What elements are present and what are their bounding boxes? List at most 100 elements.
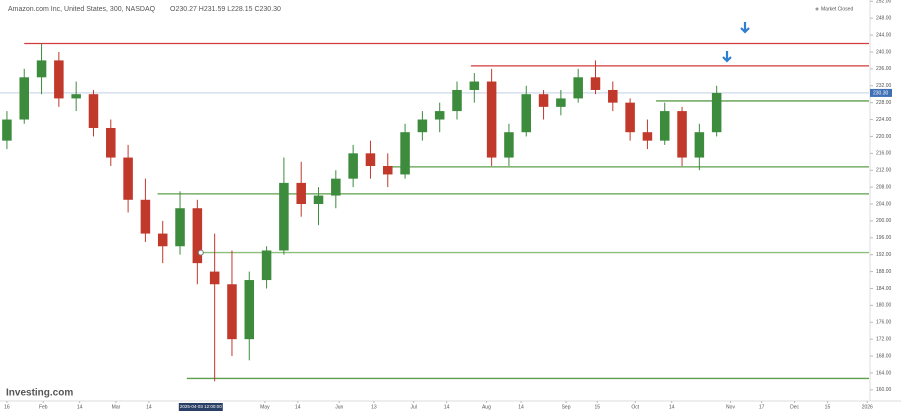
candle-body — [140, 199, 151, 234]
candle-body — [123, 157, 133, 200]
y-tick-label: 196.00 — [876, 235, 892, 241]
candle-body — [261, 250, 272, 281]
x-tick-label: Jul — [411, 404, 417, 410]
y-tick-label: 224.00 — [876, 117, 892, 123]
x-tick-label: 2026 — [862, 404, 873, 410]
candle-body — [590, 77, 601, 90]
x-tick-label: 15 — [594, 404, 600, 410]
candle-body — [296, 182, 306, 205]
x-tick-label: Jun — [335, 404, 343, 410]
x-tick-label: 16 — [4, 404, 10, 410]
x-tick-label: 14 — [146, 404, 152, 410]
y-tick-label: 228.00 — [876, 100, 892, 106]
x-tick-label: Sep — [562, 404, 571, 410]
x-tick-label: Nov — [726, 404, 735, 410]
x-tick-label: Feb — [39, 404, 48, 410]
candle-body — [331, 178, 341, 196]
x-tick-label: 17 — [759, 404, 765, 410]
x-tick-label: 15 — [825, 404, 831, 410]
market-status: Market Closed — [821, 6, 853, 12]
candle-body — [469, 81, 480, 90]
candle-body — [677, 111, 687, 158]
crosshair-point — [197, 249, 204, 256]
x-tick-label: 14 — [77, 404, 83, 410]
crosshair-time-box — [178, 403, 223, 411]
candle-body — [417, 119, 428, 133]
y-tick-label: 200.00 — [876, 218, 892, 224]
arrow-icon — [722, 51, 732, 63]
candle-body — [313, 195, 324, 205]
arrow-icon — [740, 22, 750, 34]
candle-body — [625, 102, 635, 133]
current-price-label: 230.30 — [873, 90, 889, 96]
y-tick-label: 244.00 — [876, 32, 892, 38]
y-tick-label: 220.00 — [876, 134, 892, 140]
candle-body — [88, 94, 99, 128]
y-tick-label: 252.00 — [876, 0, 892, 5]
candle-body — [573, 77, 583, 99]
candle-body — [365, 153, 376, 166]
chart-title: Amazon.com Inc, United States, 300, NASD… — [8, 6, 156, 13]
candle-body — [383, 165, 393, 175]
x-tick-label: Mar — [112, 404, 121, 410]
candle-body — [175, 208, 185, 247]
candle-body — [659, 111, 670, 141]
candle-body — [434, 111, 445, 120]
y-tick-label: 240.00 — [876, 49, 892, 55]
y-tick-label: 184.00 — [876, 286, 892, 292]
y-tick-label: 192.00 — [876, 252, 892, 258]
y-tick-label: 232.00 — [876, 83, 892, 89]
y-tick-label: 204.00 — [876, 201, 892, 207]
x-tick-label: 14 — [518, 404, 524, 410]
candle-body — [2, 119, 12, 141]
candle-body — [36, 60, 47, 78]
y-tick-label: 180.00 — [876, 303, 892, 309]
y-tick-label: 172.00 — [876, 337, 892, 343]
y-tick-label: 208.00 — [876, 184, 892, 190]
x-tick-label: Dec — [790, 404, 799, 410]
y-tick-label: 248.00 — [876, 15, 892, 21]
x-tick-label: 14 — [295, 404, 301, 410]
x-tick-label: 13 — [371, 404, 377, 410]
candle-body — [54, 60, 64, 99]
crosshair-time-label: 2025-04-03 12:00:00 — [180, 404, 222, 409]
x-tick-label: 14 — [444, 404, 450, 410]
candle-body — [192, 208, 203, 264]
candle-body — [608, 89, 618, 103]
candle-body — [556, 98, 566, 107]
x-tick-label: Oct — [631, 404, 639, 410]
candle-body — [157, 233, 168, 247]
y-tick-label: 188.00 — [876, 269, 892, 275]
y-tick-label: 236.00 — [876, 66, 892, 72]
y-tick-label: 168.00 — [876, 353, 892, 359]
y-tick-label: 212.00 — [876, 168, 892, 174]
candle-body — [244, 280, 255, 340]
y-tick-label: 176.00 — [876, 320, 892, 326]
x-tick-label: May — [260, 404, 270, 410]
candle-body — [227, 284, 237, 340]
y-tick-label: 160.00 — [876, 387, 892, 393]
candle-body — [642, 132, 653, 141]
candle-body — [486, 81, 497, 158]
candle-body — [279, 182, 289, 251]
candle-body — [504, 132, 514, 158]
x-tick-label: Aug — [482, 404, 491, 410]
status-dot — [815, 7, 819, 11]
candle-body — [209, 271, 220, 285]
candle-body — [538, 94, 549, 107]
candle-body — [106, 127, 116, 158]
candle-body — [694, 132, 705, 158]
candle-body — [19, 77, 29, 120]
ohlc-header: O230.27 H231.59 L228.15 C230.30 — [170, 6, 281, 13]
y-tick-label: 164.00 — [876, 370, 892, 376]
candle-body — [452, 89, 462, 112]
candle-body — [711, 92, 722, 133]
x-tick-label: 14 — [669, 404, 675, 410]
candle-body — [348, 153, 358, 179]
current-price-box — [870, 88, 892, 97]
y-tick-label: 216.00 — [876, 151, 892, 157]
candle-body — [521, 94, 532, 133]
candle-body — [400, 132, 410, 175]
